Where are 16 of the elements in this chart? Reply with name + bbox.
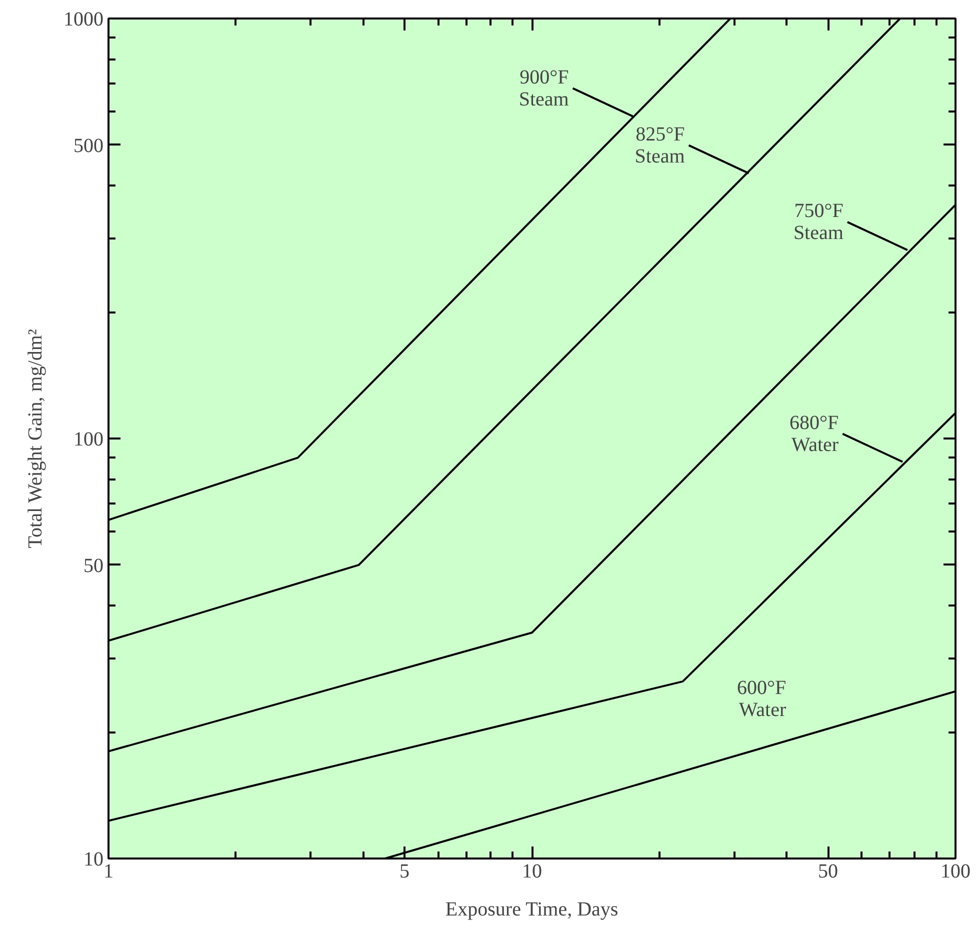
x-axis-title: Exposure Time, Days bbox=[445, 898, 618, 920]
x-tick-label: 10 bbox=[522, 860, 542, 882]
annotation: 600°F Water bbox=[736, 676, 786, 721]
y-tick-label: 1000 bbox=[64, 8, 104, 30]
x-tick-label: 50 bbox=[818, 860, 838, 882]
x-tick-label: 5 bbox=[400, 860, 410, 882]
y-axis-title: Total Weight Gain, mg/dm² bbox=[24, 329, 46, 548]
annotation: 680°F Water bbox=[789, 412, 839, 456]
y-tick-label: 500 bbox=[74, 134, 104, 157]
x-tick-label: 100 bbox=[940, 860, 970, 882]
annotation: 900°F Steam bbox=[518, 66, 570, 110]
annotation: 825°F Steam bbox=[634, 123, 686, 168]
annotation: 750°F Steam bbox=[793, 200, 844, 244]
y-tick-label: 100 bbox=[74, 428, 104, 450]
x-tick-label: 1 bbox=[104, 860, 114, 882]
y-tick-label: 50 bbox=[84, 554, 104, 577]
